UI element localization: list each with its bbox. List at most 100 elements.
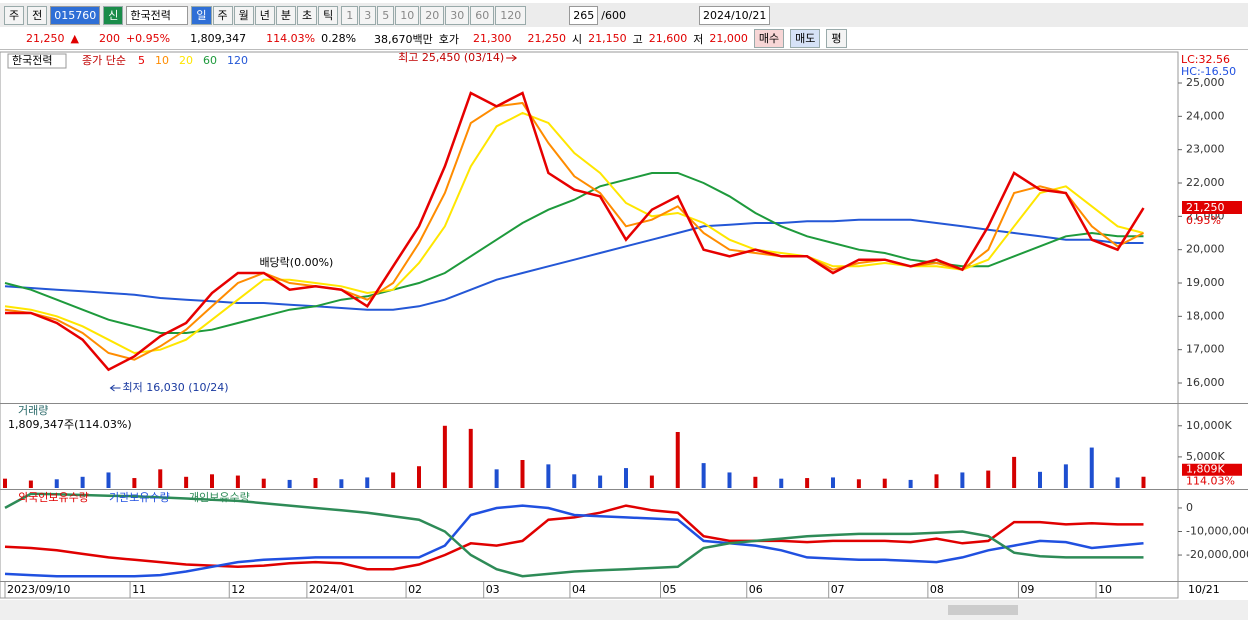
last-volume-pct: 114.03%	[1186, 475, 1235, 488]
x-tick-label: 08	[930, 583, 944, 596]
volume-bar	[701, 463, 706, 488]
volume-bar	[132, 478, 137, 488]
last-volume-label: 1,809K	[1186, 463, 1225, 476]
volume-bar	[572, 474, 577, 488]
last-volume-box	[1182, 463, 1242, 476]
low: 21,000	[709, 32, 748, 45]
volume-bar	[624, 468, 628, 488]
open: 21,150	[588, 32, 627, 45]
line-series	[5, 91, 1145, 372]
x-tick-label: 05	[663, 583, 677, 596]
buy-button[interactable]: 매수	[753, 29, 785, 48]
prev[interactable]: 전	[27, 5, 48, 25]
x-tick-label: 12	[231, 583, 245, 596]
count-button[interactable]: 5	[377, 5, 395, 25]
interval-button[interactable]: 주	[212, 5, 233, 25]
volume-bar	[960, 472, 965, 488]
interval-button[interactable]: 초	[297, 5, 318, 25]
volume-bar	[261, 478, 266, 488]
amount: 38,670백만	[374, 32, 433, 46]
y-tick-label: 17,000	[1186, 343, 1225, 356]
stock-name[interactable]: 한국전력	[126, 5, 189, 25]
period[interactable]: 주	[4, 5, 25, 25]
volume-bar	[417, 466, 421, 488]
x-tick-label: 2023/09/10	[7, 583, 70, 596]
count-button[interactable]: 20	[420, 5, 445, 25]
y-tick-label: 10,000K	[1186, 419, 1232, 432]
price: 21,250	[26, 32, 65, 45]
last-price-box	[1182, 201, 1242, 214]
volume-bar	[54, 479, 59, 488]
volume-bar	[339, 479, 344, 488]
turnover: 0.28%	[321, 32, 357, 45]
legend-entry: 외국인보유수량	[18, 491, 89, 504]
volume-bar	[908, 479, 913, 488]
volume-bar	[598, 475, 603, 488]
interval-button[interactable]: 틱	[318, 5, 339, 25]
volume-bar	[1141, 476, 1146, 488]
quote-bar: 21,250 ▲ 200 +0.95% 1,809,347 114.03% 0.…	[0, 28, 1248, 50]
high: 21,600	[648, 32, 688, 45]
count-button[interactable]: 60	[470, 5, 495, 25]
code[interactable]: 015760	[50, 5, 101, 25]
y-tick-label: 18,000	[1186, 309, 1225, 322]
interval-button[interactable]: 월	[233, 5, 254, 25]
x-tick-label: 07	[831, 583, 845, 596]
arrow: ▲	[70, 32, 79, 45]
hc-label: HC:-16.50	[1181, 65, 1236, 78]
legend-entry: 10	[155, 54, 169, 67]
scroll-thumb[interactable]	[948, 605, 1018, 615]
y-tick-label: 19,000	[1186, 276, 1225, 289]
volume: 1,809,347	[190, 32, 247, 45]
min-annotation: 최저 16,030 (10/24)	[123, 381, 229, 394]
x-tick-label: 11	[132, 583, 146, 596]
plot-frame	[0, 51, 1179, 599]
count-button[interactable]: 30	[445, 5, 470, 25]
y-tick-label: 24,000	[1186, 109, 1225, 122]
line-series	[4, 504, 1144, 578]
volume-bar	[934, 474, 939, 488]
y-tick-label: 22,000	[1186, 176, 1225, 189]
bid: 21,250	[527, 32, 567, 45]
lc-label: LC:32.56	[1181, 53, 1230, 66]
last-pct-label: 0.95%	[1186, 214, 1221, 227]
volume-bar	[442, 425, 447, 488]
x-tick-label: 03	[486, 583, 500, 596]
x-tick-label: 04	[572, 583, 586, 596]
volume-bar	[28, 480, 33, 488]
legend-entry: 60	[203, 54, 217, 67]
sell-button[interactable]: 매도	[790, 29, 821, 48]
y-tick-label: 23,000	[1186, 143, 1225, 156]
volume-bar	[494, 469, 499, 488]
volume-bar	[546, 464, 551, 488]
x-tick-label: 09	[1020, 583, 1034, 596]
count-button[interactable]: 1	[341, 5, 359, 25]
volume-bar	[80, 476, 85, 488]
legend-box	[7, 53, 67, 69]
new-tag: 신	[103, 5, 124, 25]
date[interactable]: 2024/10/21	[698, 5, 771, 25]
dividend-annotation: 배당락(0.00%)	[259, 256, 333, 269]
volume-ratio: 114.03%	[266, 32, 316, 45]
scrollbar[interactable]	[0, 600, 1248, 620]
interval-button[interactable]: 일	[191, 5, 212, 25]
volume-bar	[235, 475, 240, 488]
interval-button[interactable]: 년	[254, 5, 275, 25]
avg-button[interactable]: 평	[826, 29, 847, 48]
count-button[interactable]: 10	[395, 5, 420, 25]
volume-bar	[158, 469, 163, 488]
x-end-label: 10/21	[1188, 583, 1220, 596]
count-button[interactable]: 120	[495, 5, 527, 25]
legend-entry: 개인보유수량	[189, 491, 250, 504]
legend-entry: 20	[179, 54, 193, 67]
y-tick-label: 25,000	[1186, 76, 1225, 89]
volume-bar	[287, 479, 292, 488]
count-button[interactable]: 3	[359, 5, 377, 25]
change: 200	[98, 32, 120, 45]
volume-bar	[391, 472, 396, 488]
interval-button[interactable]: 분	[275, 5, 296, 25]
bar-count[interactable]: 265	[569, 5, 599, 25]
